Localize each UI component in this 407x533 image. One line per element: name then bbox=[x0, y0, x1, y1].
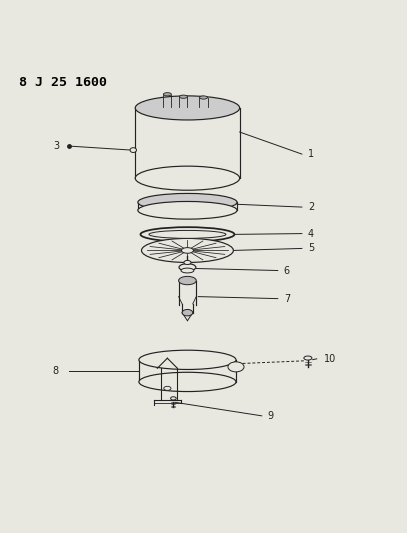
Ellipse shape bbox=[179, 264, 196, 271]
Ellipse shape bbox=[139, 372, 236, 392]
Text: 10: 10 bbox=[324, 354, 336, 364]
Ellipse shape bbox=[184, 261, 191, 264]
Ellipse shape bbox=[181, 268, 194, 273]
Ellipse shape bbox=[304, 356, 312, 360]
Text: 6: 6 bbox=[284, 265, 290, 276]
Text: 9: 9 bbox=[268, 411, 274, 421]
Text: 2: 2 bbox=[308, 202, 314, 212]
Ellipse shape bbox=[140, 227, 234, 241]
Ellipse shape bbox=[182, 248, 193, 253]
Text: 5: 5 bbox=[308, 244, 314, 253]
Ellipse shape bbox=[163, 93, 171, 96]
Text: 1: 1 bbox=[308, 149, 314, 159]
Ellipse shape bbox=[139, 350, 236, 369]
Text: 3: 3 bbox=[53, 141, 59, 151]
Text: 4: 4 bbox=[308, 229, 314, 239]
Ellipse shape bbox=[135, 96, 240, 120]
Ellipse shape bbox=[179, 277, 196, 285]
Text: 8: 8 bbox=[53, 366, 59, 376]
Ellipse shape bbox=[135, 166, 240, 190]
Text: 8 J 25 1600: 8 J 25 1600 bbox=[19, 76, 107, 89]
Ellipse shape bbox=[199, 96, 208, 99]
Ellipse shape bbox=[182, 310, 193, 316]
Ellipse shape bbox=[138, 201, 237, 219]
Ellipse shape bbox=[149, 230, 226, 238]
Ellipse shape bbox=[130, 148, 136, 152]
Ellipse shape bbox=[179, 95, 188, 98]
Text: 7: 7 bbox=[284, 294, 290, 304]
Ellipse shape bbox=[164, 386, 171, 390]
Ellipse shape bbox=[228, 362, 244, 372]
Ellipse shape bbox=[138, 193, 237, 211]
Ellipse shape bbox=[171, 397, 176, 400]
Ellipse shape bbox=[142, 238, 233, 262]
